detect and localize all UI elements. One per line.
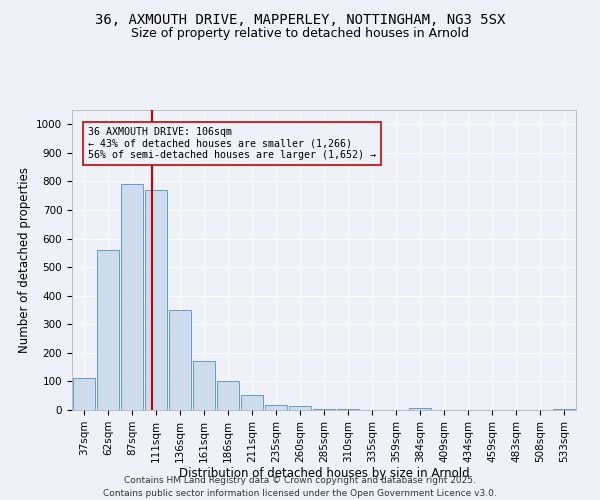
Bar <box>409 408 431 410</box>
Bar <box>193 362 215 410</box>
Text: Contains HM Land Registry data © Crown copyright and database right 2025.
Contai: Contains HM Land Registry data © Crown c… <box>103 476 497 498</box>
Bar <box>169 310 191 410</box>
Bar <box>337 408 359 410</box>
Y-axis label: Number of detached properties: Number of detached properties <box>17 167 31 353</box>
Text: Size of property relative to detached houses in Arnold: Size of property relative to detached ho… <box>131 28 469 40</box>
Bar <box>241 395 263 410</box>
Bar <box>145 190 167 410</box>
Bar <box>289 406 311 410</box>
Text: 36 AXMOUTH DRIVE: 106sqm
← 43% of detached houses are smaller (1,266)
56% of sem: 36 AXMOUTH DRIVE: 106sqm ← 43% of detach… <box>88 127 376 160</box>
Bar <box>97 250 119 410</box>
Bar <box>265 405 287 410</box>
Text: 36, AXMOUTH DRIVE, MAPPERLEY, NOTTINGHAM, NG3 5SX: 36, AXMOUTH DRIVE, MAPPERLEY, NOTTINGHAM… <box>95 12 505 26</box>
X-axis label: Distribution of detached houses by size in Arnold: Distribution of detached houses by size … <box>179 468 469 480</box>
Bar <box>121 184 143 410</box>
Bar <box>73 378 95 410</box>
Bar <box>313 408 335 410</box>
Bar <box>553 409 575 410</box>
Bar <box>217 382 239 410</box>
